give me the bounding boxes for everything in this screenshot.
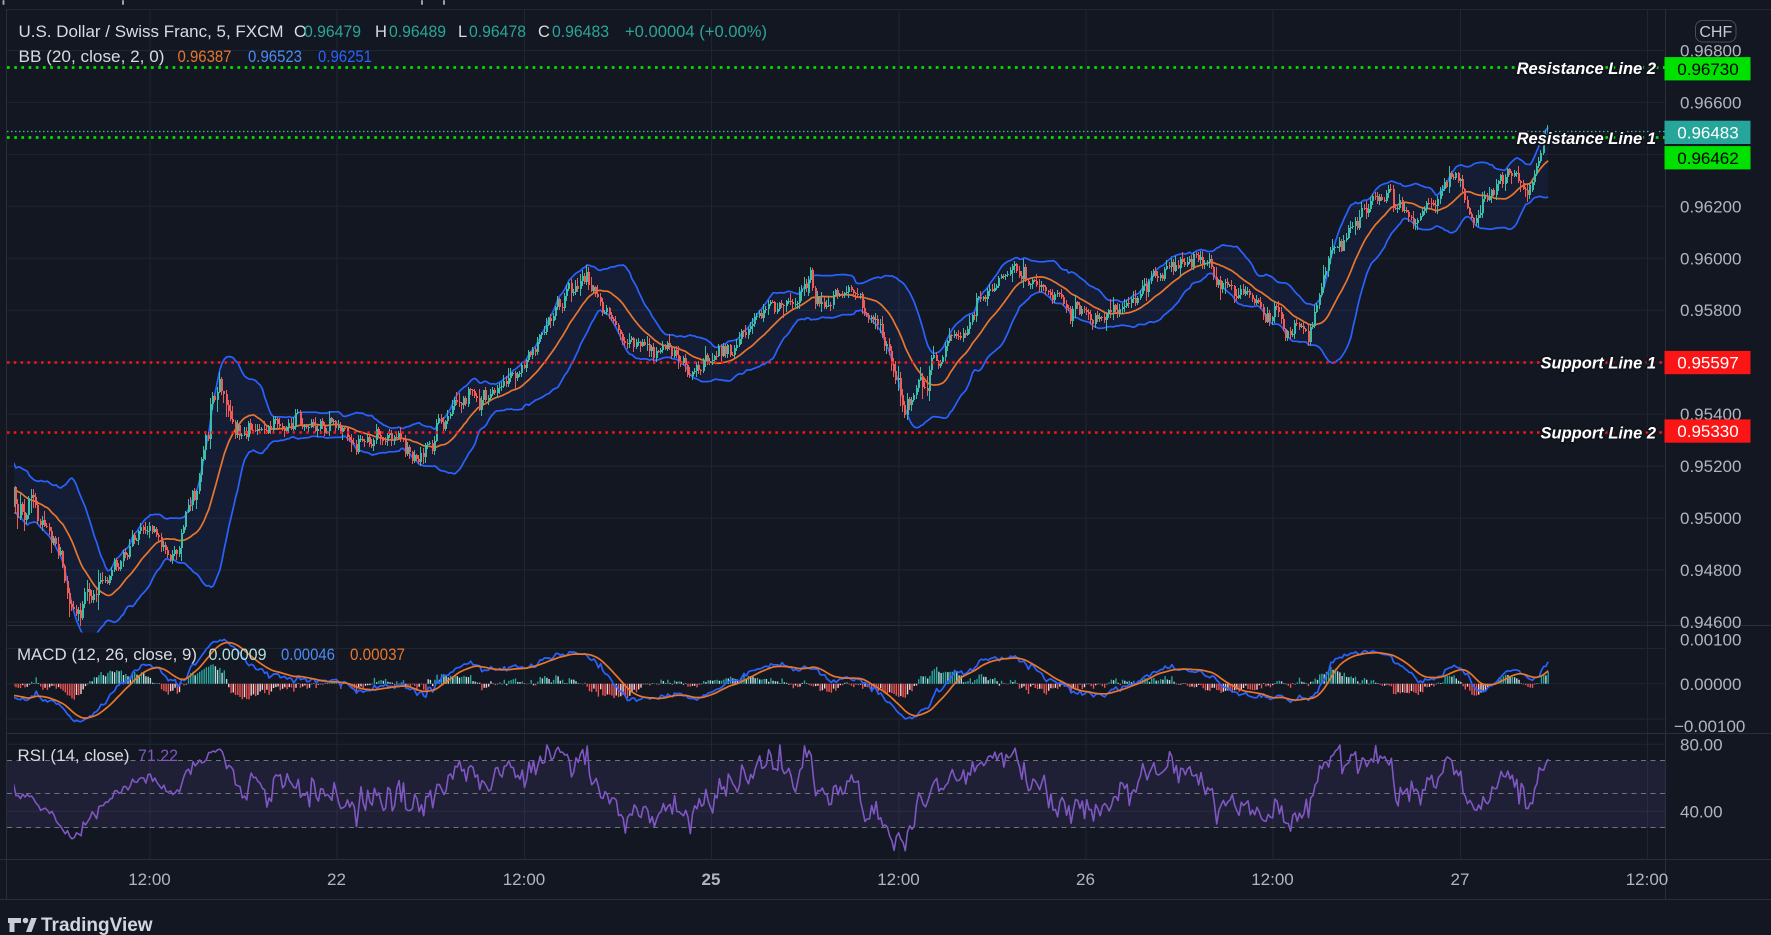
svg-text:0.95200: 0.95200 (1680, 457, 1741, 476)
svg-text:80.00: 80.00 (1680, 735, 1723, 754)
svg-text:40.00: 40.00 (1680, 802, 1723, 821)
svg-text:12:00: 12:00 (1251, 870, 1294, 889)
svg-text:TradingView: TradingView (41, 915, 153, 935)
svg-text:MACD (12, 26, close, 9)0.00009: MACD (12, 26, close, 9) 0.00009 0.00046 0.0… (17, 646, 405, 664)
svg-text:0.00100: 0.00100 (1680, 630, 1741, 649)
svg-text:CHF: CHF (1699, 24, 1732, 41)
svg-text:0.00000: 0.00000 (1680, 675, 1741, 694)
svg-text:RSI (14, close)71.22: RSI (14, close) 71.22 (18, 747, 179, 765)
svg-text:12:00: 12:00 (1626, 870, 1669, 889)
svg-text:0.96462: 0.96462 (1677, 149, 1738, 168)
svg-text:0.96730: 0.96730 (1677, 60, 1738, 79)
svg-text:0.96000: 0.96000 (1680, 249, 1741, 268)
svg-text:12:00: 12:00 (503, 870, 546, 889)
svg-text:0.94600: 0.94600 (1680, 613, 1741, 632)
svg-text:0.96600: 0.96600 (1680, 93, 1741, 112)
svg-text:0.96800: 0.96800 (1680, 42, 1741, 61)
svg-text:0.95400: 0.95400 (1680, 405, 1741, 424)
svg-text:26: 26 (1076, 870, 1095, 889)
svg-text:22: 22 (327, 870, 346, 889)
svg-text:0.96483: 0.96483 (1677, 123, 1738, 142)
svg-text:U.S. Dollar / Swiss Franc, 5,: U.S. Dollar / Swiss Franc, 5, FXCM O0.964… (19, 23, 768, 41)
svg-text:0.96200: 0.96200 (1680, 197, 1741, 216)
svg-text:27: 27 (1451, 870, 1470, 889)
svg-text:0.95597: 0.95597 (1677, 354, 1738, 373)
svg-text:12:00: 12:00 (877, 870, 920, 889)
svg-text:0.94800: 0.94800 (1680, 561, 1741, 580)
svg-text:Support Line 2: Support Line 2 (1541, 425, 1657, 443)
svg-text:0.95000: 0.95000 (1680, 509, 1741, 528)
svg-text:Support Line 1: Support Line 1 (1541, 355, 1657, 373)
svg-text:Resistance Line 2: Resistance Line 2 (1517, 60, 1656, 78)
svg-text:−0.00100: −0.00100 (1674, 717, 1745, 736)
svg-text:0.95330: 0.95330 (1677, 422, 1738, 441)
svg-text:12:00: 12:00 (128, 870, 171, 889)
svg-text:Resistance Line 1: Resistance Line 1 (1517, 130, 1656, 148)
svg-text:25: 25 (702, 870, 721, 889)
svg-text:0.95800: 0.95800 (1680, 301, 1741, 320)
